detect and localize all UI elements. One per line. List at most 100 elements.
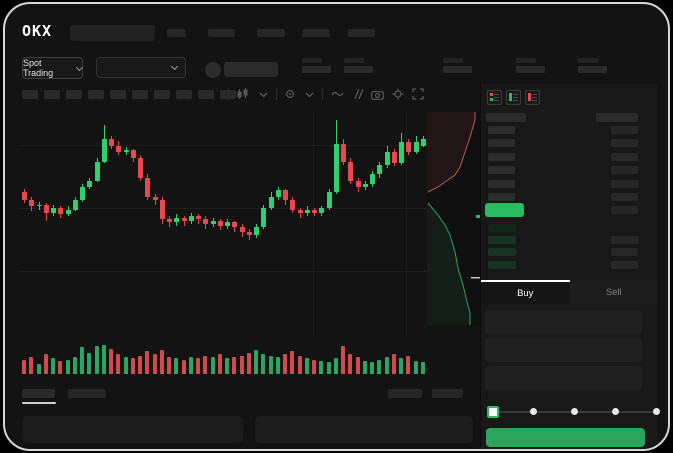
- order-amount-field[interactable]: [485, 338, 642, 362]
- book-layout-combined-icon[interactable]: [487, 90, 502, 105]
- candle: [167, 219, 172, 223]
- slider-stop[interactable]: [653, 408, 660, 415]
- compare-icon[interactable]: [352, 88, 363, 100]
- candle: [261, 208, 267, 228]
- candle-interval-icon[interactable]: [237, 88, 251, 100]
- bid-row[interactable]: [481, 248, 658, 257]
- nav-item-slot[interactable]: [302, 29, 330, 37]
- order-total-field[interactable]: [485, 366, 642, 390]
- orders-action-slot[interactable]: [432, 389, 463, 398]
- orders-tab-slot[interactable]: [22, 389, 55, 398]
- ask-price-bar: [488, 193, 515, 201]
- chevron-down-icon[interactable]: [259, 90, 268, 99]
- candle: [123, 150, 129, 152]
- bid-row[interactable]: [481, 236, 658, 245]
- ask-row[interactable]: [481, 126, 658, 134]
- orders-tab-slot[interactable]: [68, 389, 106, 398]
- nav-item-slot[interactable]: [257, 29, 285, 37]
- candle: [36, 204, 42, 207]
- slider-stop[interactable]: [571, 408, 578, 415]
- volume-bar: [420, 362, 425, 374]
- volume-bar: [196, 358, 200, 374]
- nav-item-slot[interactable]: [167, 29, 186, 37]
- volume-bar: [51, 358, 55, 374]
- ask-row[interactable]: [481, 179, 658, 188]
- ask-row[interactable]: [481, 166, 658, 175]
- slider-stop[interactable]: [612, 408, 619, 415]
- pair-name-placeholder: [224, 62, 278, 77]
- chart-panel[interactable]: [20, 112, 426, 338]
- timeframe-slot[interactable]: [66, 90, 82, 99]
- timeframe-slot[interactable]: [22, 90, 38, 99]
- orders-action-slot[interactable]: [388, 389, 422, 398]
- candle: [203, 219, 209, 224]
- order-book-panel: Buy Sell: [480, 84, 660, 449]
- timeframe-slot[interactable]: [198, 90, 214, 99]
- candle: [225, 222, 230, 226]
- bid-amount-bar: [611, 236, 638, 245]
- volume-bar: [43, 354, 48, 374]
- fullscreen-icon[interactable]: [412, 88, 424, 100]
- candle: [72, 200, 78, 210]
- last-price-badge: [485, 203, 524, 217]
- chevron-down-icon[interactable]: [305, 90, 314, 99]
- ask-row[interactable]: [481, 152, 658, 161]
- candle: [304, 209, 310, 213]
- timeframe-slot[interactable]: [154, 90, 170, 99]
- volume-bar: [362, 360, 367, 374]
- buy-tab[interactable]: Buy: [481, 280, 570, 304]
- timeframe-slot[interactable]: [132, 90, 148, 99]
- candle: [399, 142, 404, 164]
- candle: [58, 208, 64, 215]
- volume-bar: [94, 346, 99, 374]
- volume-bar: [22, 359, 26, 374]
- candle: [159, 200, 165, 220]
- buy-tab-label: Buy: [517, 287, 534, 299]
- ask-row[interactable]: [481, 139, 658, 148]
- candle: [384, 152, 390, 165]
- volume-bar: [406, 355, 411, 374]
- camera-icon[interactable]: [371, 89, 384, 100]
- ticker-stat: [516, 58, 546, 73]
- volume-bar: [384, 356, 389, 374]
- buy-submit-button[interactable]: [486, 428, 645, 447]
- timeframe-slot[interactable]: [88, 90, 104, 99]
- line-tool-icon[interactable]: [331, 89, 344, 99]
- ask-row[interactable]: [481, 193, 658, 201]
- timeframe-slot[interactable]: [110, 90, 126, 99]
- candle: [333, 144, 339, 192]
- bid-row[interactable]: [481, 224, 658, 232]
- settings-gear-icon[interactable]: [392, 88, 404, 100]
- global-search-bar[interactable]: [70, 25, 155, 41]
- volume-bar: [116, 354, 121, 374]
- volume-bar: [261, 354, 266, 374]
- coin-icon: [205, 62, 221, 78]
- depth-asks-fill: [427, 112, 475, 192]
- book-column-header-amount: [596, 113, 638, 122]
- candle: [406, 142, 412, 152]
- amount-slider[interactable]: [485, 404, 660, 420]
- order-price-field[interactable]: [485, 310, 642, 334]
- timeframe-slot[interactable]: [176, 90, 192, 99]
- book-column-header-price: [486, 113, 526, 122]
- candle: [101, 139, 107, 162]
- volume-bar: [145, 351, 150, 374]
- volume-bar: [232, 356, 237, 374]
- book-layout-bids-icon[interactable]: [506, 90, 521, 105]
- sell-tab[interactable]: Sell: [569, 280, 658, 304]
- volume-bar: [58, 360, 63, 374]
- candle: [420, 139, 426, 146]
- nav-item-slot[interactable]: [348, 29, 375, 37]
- slider-stop[interactable]: [487, 406, 499, 418]
- slider-stop[interactable]: [530, 408, 537, 415]
- bid-row[interactable]: [481, 260, 658, 269]
- timeframe-slot[interactable]: [44, 90, 60, 99]
- pair-selector-dropdown[interactable]: [96, 57, 186, 78]
- candle: [87, 180, 93, 188]
- trading-mode-button[interactable]: Spot Trading: [22, 57, 84, 79]
- nav-item-slot[interactable]: [208, 29, 235, 37]
- orders-table-left: [22, 416, 243, 443]
- indicators-icon[interactable]: [285, 88, 297, 100]
- candle: [94, 161, 100, 181]
- book-layout-asks-icon[interactable]: [525, 90, 540, 105]
